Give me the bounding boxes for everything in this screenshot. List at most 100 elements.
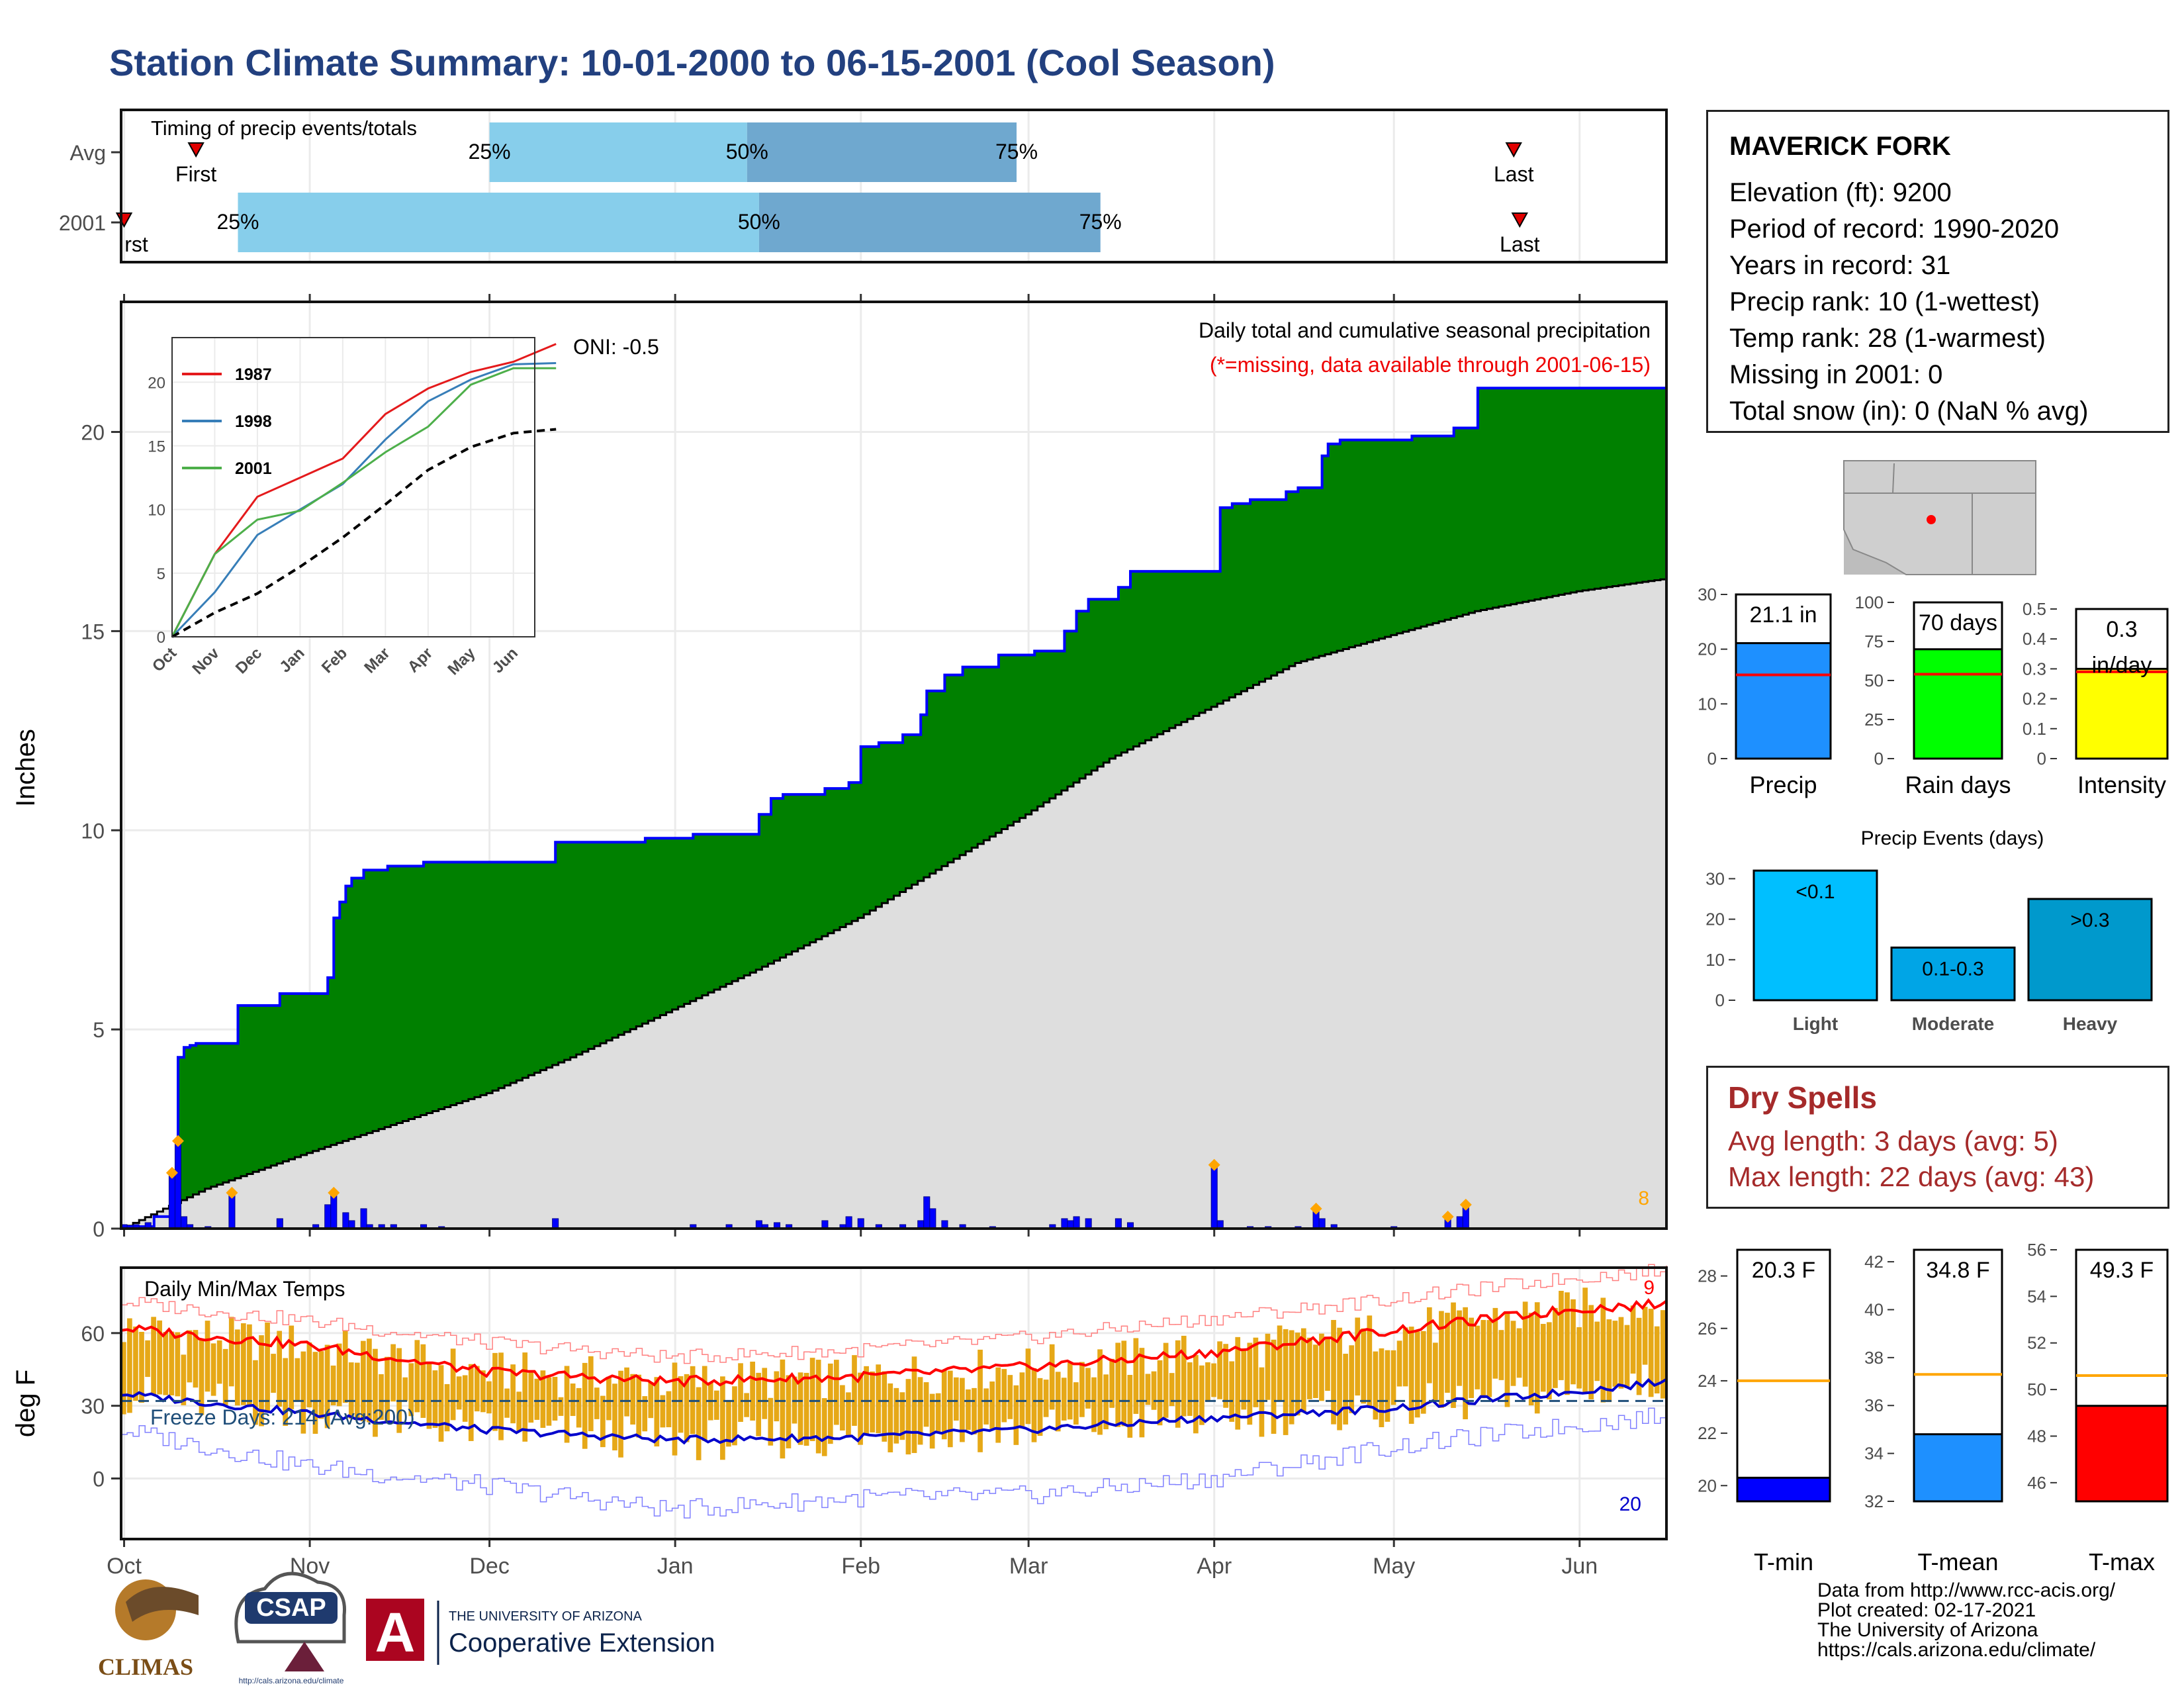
timing-last-marker bbox=[1505, 142, 1522, 158]
precip-events-y-tick-label: 30 bbox=[1706, 868, 1725, 888]
daily-temp-bar bbox=[1559, 1291, 1564, 1380]
daily-temp-bar bbox=[1259, 1367, 1265, 1437]
daily-temp-bar bbox=[324, 1344, 330, 1429]
daily-temp-bar bbox=[756, 1372, 762, 1436]
daily-temp-bar bbox=[420, 1344, 426, 1418]
season-totals-value-label: 0.3 bbox=[2106, 617, 2137, 642]
daily-temp-bar bbox=[385, 1356, 390, 1421]
daily-temp-bar bbox=[858, 1372, 863, 1445]
temp-x-tick-label: Oct bbox=[107, 1554, 142, 1579]
daily-temp-bar bbox=[654, 1377, 660, 1447]
temp-summary-frame bbox=[1736, 1248, 1831, 1503]
daily-temp-bar bbox=[606, 1376, 612, 1421]
daily-temp-bar bbox=[1469, 1317, 1475, 1398]
season-totals-category-label: Intensity bbox=[2077, 771, 2166, 798]
daily-temp-bar bbox=[210, 1343, 216, 1396]
precip-events-bar bbox=[2027, 898, 2153, 1002]
daily-temp-bar bbox=[1013, 1385, 1019, 1445]
timing-last-marker bbox=[1511, 212, 1528, 228]
inset-series-line bbox=[171, 362, 557, 638]
inset-series-line bbox=[171, 343, 557, 637]
precip-y-tick-label: 20 bbox=[81, 421, 105, 445]
daily-temp-bar bbox=[462, 1375, 468, 1422]
daily-temp-bar bbox=[480, 1370, 486, 1413]
dry-spells-box: Dry Spells Avg length: 3 days (avg: 5) M… bbox=[1706, 1066, 2169, 1209]
daily-temp-bar bbox=[1355, 1317, 1361, 1396]
csap-logo-url: http://cals.arizona.edu/climate bbox=[239, 1676, 344, 1685]
daily-temp-bar bbox=[1630, 1305, 1636, 1374]
daily-temp-bar bbox=[492, 1352, 498, 1431]
daily-temp-bar bbox=[1516, 1328, 1522, 1378]
daily-temp-bar bbox=[941, 1370, 947, 1440]
precip-panel-title: Daily total and cumulative seasonal prec… bbox=[1199, 318, 1651, 342]
daily-temp-bar bbox=[726, 1400, 731, 1447]
season-totals-value-label: in/day bbox=[2092, 653, 2152, 678]
daily-temp-bar bbox=[1439, 1311, 1444, 1408]
csap-logo-text: CSAP bbox=[256, 1594, 326, 1622]
daily-temp-bar bbox=[432, 1370, 438, 1429]
credit-url: https://cals.arizona.edu/climate/ bbox=[1817, 1639, 2096, 1661]
season-totals-y-tick-label: 0.5 bbox=[2023, 599, 2046, 619]
daily-temp-bar bbox=[1115, 1342, 1121, 1427]
locator-map bbox=[1843, 460, 2036, 575]
tmin-record-line bbox=[121, 1407, 1667, 1519]
daily-temp-bar bbox=[228, 1317, 234, 1387]
daily-temp-bar bbox=[1600, 1297, 1606, 1403]
daily-temp-bar bbox=[1612, 1321, 1618, 1387]
daily-precip-bar bbox=[1456, 1216, 1463, 1229]
daily-temp-bar bbox=[618, 1370, 623, 1458]
ua-logo-line1: THE UNIVERSITY OF ARIZONA bbox=[449, 1609, 643, 1624]
daily-temp-bar bbox=[306, 1342, 312, 1408]
extreme-precip-marker bbox=[165, 1166, 178, 1179]
daily-temp-bar bbox=[917, 1377, 923, 1445]
season-totals-y-tick-label: 30 bbox=[1698, 585, 1717, 604]
daily-temp-bar bbox=[1420, 1331, 1426, 1414]
season-totals-category-label: Precip bbox=[1749, 771, 1817, 798]
daily-temp-bar bbox=[379, 1374, 384, 1420]
daily-temp-bar bbox=[1540, 1323, 1546, 1392]
season-totals-y-tick-label: 10 bbox=[1698, 694, 1717, 714]
daily-temp-bar bbox=[821, 1398, 827, 1456]
daily-temp-bar bbox=[588, 1356, 594, 1432]
daily-temp-bar bbox=[354, 1362, 360, 1421]
season-totals-y-tick-label: 0.1 bbox=[2023, 719, 2046, 739]
daily-temp-bar bbox=[923, 1382, 929, 1427]
daily-temp-bar bbox=[1433, 1342, 1438, 1400]
station-info-box: MAVERICK FORK Elevation (ft): 9200 Perio… bbox=[1706, 110, 2169, 433]
daily-temp-bar bbox=[486, 1381, 492, 1414]
precip-panel-border bbox=[120, 301, 1668, 1230]
daily-temp-bar bbox=[1618, 1317, 1624, 1389]
daily-temp-bar bbox=[833, 1360, 839, 1425]
temp-summary-value-label: 20.3 F bbox=[1752, 1258, 1815, 1283]
daily-temp-bar bbox=[528, 1372, 534, 1423]
daily-temp-bar bbox=[1151, 1371, 1157, 1410]
station-elevation: Elevation (ft): 9200 bbox=[1729, 178, 1952, 207]
season-totals-value-label: 70 days bbox=[1919, 610, 1997, 635]
daily-temp-bar bbox=[744, 1393, 749, 1417]
season-totals-y-tick-label: 0 bbox=[1874, 749, 1884, 769]
daily-temp-bar bbox=[342, 1330, 348, 1403]
daily-temp-bar bbox=[1181, 1335, 1187, 1417]
temp-summary-y-tick-label: 50 bbox=[2027, 1380, 2046, 1399]
daily-precip-bar bbox=[929, 1208, 936, 1229]
precip-y-axis-label: Inches bbox=[11, 729, 40, 807]
daily-temp-bar bbox=[1277, 1325, 1283, 1401]
extreme-precip-marker bbox=[1441, 1210, 1454, 1223]
season-totals-y-tick-label: 25 bbox=[1864, 710, 1884, 729]
daily-temp-bar bbox=[468, 1364, 474, 1441]
extreme-precip-marker bbox=[171, 1135, 184, 1147]
daily-temp-bar bbox=[259, 1335, 264, 1427]
temp-x-tick-label: Mar bbox=[1009, 1554, 1048, 1579]
daily-temp-bar bbox=[1139, 1348, 1145, 1438]
season-totals-y-tick-label: 0.2 bbox=[2023, 689, 2046, 709]
daily-temp-bar bbox=[696, 1387, 702, 1460]
locator-map-region bbox=[1843, 460, 2036, 575]
temp-summary-y-tick-label: 56 bbox=[2027, 1240, 2046, 1260]
climas-logo-swoosh bbox=[126, 1587, 199, 1622]
daily-temp-bar bbox=[672, 1362, 678, 1456]
daily-temp-bar bbox=[1642, 1307, 1648, 1365]
daily-temp-bar bbox=[1319, 1333, 1324, 1401]
inset-y-tick-label: 5 bbox=[157, 565, 165, 583]
daily-precip-bar bbox=[276, 1218, 283, 1229]
